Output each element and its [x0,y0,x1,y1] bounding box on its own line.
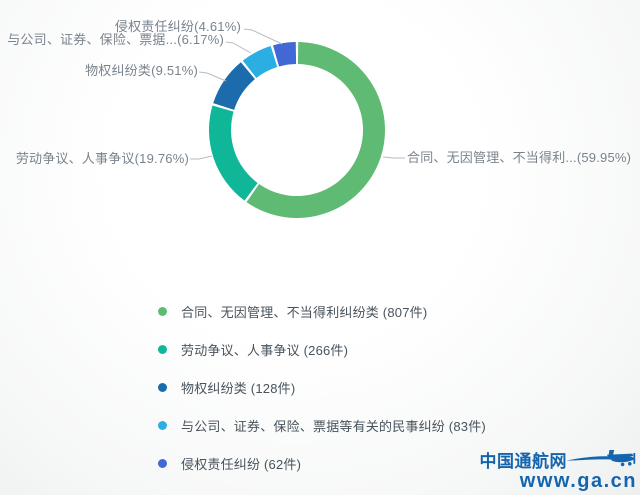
legend-label: 合同、无因管理、不当得利纠纷类 (807件) [181,304,428,320]
leader-line-0 [382,156,405,159]
legend-item-contract-disputes[interactable]: 合同、无因管理、不当得利纠纷类 (807件) [158,292,486,330]
legend-label: 物权纠纷类 (128件) [181,380,296,396]
legend-label: 与公司、证券、保险、票据等有关的民事纠纷 (83件) [181,418,486,434]
donut-segment-4[interactable] [273,42,297,67]
leader-line-3 [225,41,252,54]
watermark-site-name: 中国通航网 [479,452,567,471]
callout-label-company-securities-disputes: 与公司、证券、保险、票据...(6.17%) [7,32,224,47]
callout-label-property-disputes: 物权纠纷类(9.51%) [85,63,198,78]
watermark: 中国通航网 www.ga.cn [480,447,638,491]
legend-label: 劳动争议、人事争议 (266件) [181,342,349,358]
legend-item-tort-disputes[interactable]: 侵权责任纠纷 (62件) [158,444,486,482]
legend-dot-icon [158,458,167,468]
legend-dot-icon [158,382,167,392]
legend-dot-icon [158,306,167,316]
leader-line-4 [243,28,283,45]
leader-line-1 [190,155,213,160]
legend: 合同、无因管理、不当得利纠纷类 (807件) 劳动争议、人事争议 (266件) … [158,292,486,482]
legend-dot-icon [158,344,167,354]
airplane-icon [566,450,636,467]
donut-segment-1[interactable] [209,105,258,201]
legend-item-company-securities-disputes[interactable]: 与公司、证券、保险、票据等有关的民事纠纷 (83件) [158,406,486,444]
donut-segment-0[interactable] [246,42,385,219]
callout-label-contract-disputes: 合同、无因管理、不当得利...(59.95%) [407,150,632,165]
legend-item-property-disputes[interactable]: 物权纠纷类 (128件) [158,368,486,406]
legend-dot-icon [158,420,167,430]
donut-segment-3[interactable] [242,46,278,78]
legend-item-labor-disputes[interactable]: 劳动争议、人事争议 (266件) [158,330,486,368]
callout-label-labor-disputes: 劳动争议、人事争议(19.76%) [15,151,189,166]
donut-segment-2[interactable] [213,62,255,110]
legend-label: 侵权责任纠纷 (62件) [181,456,302,472]
leader-line-2 [198,71,227,82]
watermark-url: www.ga.cn [519,470,637,492]
callout-label-tort-disputes: 侵权责任纠纷(4.61%) [114,19,241,34]
